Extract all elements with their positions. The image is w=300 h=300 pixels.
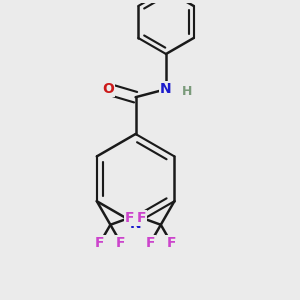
Text: F: F xyxy=(116,236,125,250)
Text: F: F xyxy=(146,236,155,250)
Text: F: F xyxy=(167,236,176,250)
Text: H: H xyxy=(182,85,192,98)
Text: N: N xyxy=(130,217,141,231)
Text: O: O xyxy=(103,82,114,96)
Text: N: N xyxy=(160,82,172,96)
Text: F: F xyxy=(95,236,105,250)
Text: F: F xyxy=(136,211,146,225)
Text: F: F xyxy=(125,211,135,225)
